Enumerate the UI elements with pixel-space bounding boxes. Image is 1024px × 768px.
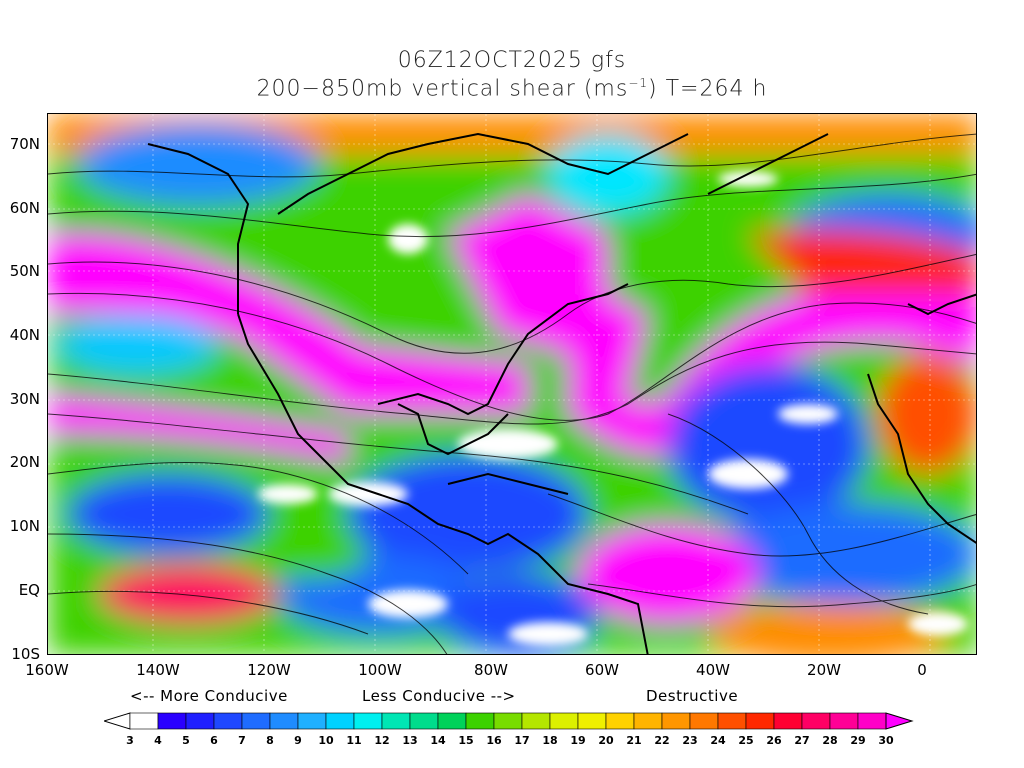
subtitle-prefix: 200−850mb vertical shear (ms — [256, 76, 629, 102]
colorbar-label-16: 16 — [486, 734, 502, 747]
lat-label-60n: 60N — [9, 199, 40, 217]
colorbar-label-14: 14 — [430, 734, 446, 747]
lat-label-10n: 10N — [9, 517, 40, 535]
colorbar-cell-4 — [157, 712, 187, 730]
colorbar-cell-20 — [605, 712, 635, 730]
colorbar-label-29: 29 — [850, 734, 866, 747]
lon-label-80w: 80W — [474, 661, 508, 679]
colorbar-label-6: 6 — [210, 734, 218, 747]
lat-label-50n: 50N — [9, 262, 40, 280]
lon-label-60w: 60W — [585, 661, 619, 679]
subtitle-suffix: ) T=264 h — [648, 76, 768, 102]
colorbar-label-17: 17 — [514, 734, 530, 747]
less-conducive-label: Less Conducive --> — [362, 687, 516, 705]
colorbar-label-5: 5 — [182, 734, 190, 747]
colorbar-label-21: 21 — [626, 734, 642, 747]
shear-map — [47, 113, 977, 655]
colorbar-cell-9 — [297, 712, 327, 730]
colorbar-cell-23 — [689, 712, 719, 730]
colorbar-cell-26 — [773, 712, 803, 730]
colorbar-label-19: 19 — [570, 734, 586, 747]
colorbar-cell-8 — [269, 712, 299, 730]
colorbar-label-8: 8 — [266, 734, 274, 747]
streamlines — [48, 133, 976, 654]
colorbar-right-arrow — [885, 712, 914, 730]
colorbar-label-23: 23 — [682, 734, 698, 747]
colorbar-cell-27 — [801, 712, 831, 730]
colorbar-label-25: 25 — [738, 734, 754, 747]
colorbar-left-arrow — [104, 712, 131, 730]
lon-label-140w: 140W — [136, 661, 180, 679]
colorbar-cell-16 — [493, 712, 523, 730]
colorbar-cell-17 — [521, 712, 551, 730]
lat-label-70n: 70N — [9, 135, 40, 153]
lon-label-40w: 40W — [696, 661, 730, 679]
colorbar-label-9: 9 — [294, 734, 302, 747]
colorbar-label-27: 27 — [794, 734, 810, 747]
colorbar-label-20: 20 — [598, 734, 614, 747]
colorbar — [104, 712, 914, 730]
chart-subtitle: 200−850mb vertical shear (ms−1) T=264 h — [0, 76, 1024, 101]
colorbar-cell-15 — [465, 712, 495, 730]
colorbar-label-24: 24 — [710, 734, 726, 747]
colorbar-cell-12 — [381, 712, 411, 730]
colorbar-label-12: 12 — [374, 734, 390, 747]
colorbar-label-10: 10 — [318, 734, 334, 747]
colorbar-cell-18 — [549, 712, 579, 730]
lat-label-30n: 30N — [9, 390, 40, 408]
colorbar-cell-10 — [325, 712, 355, 730]
colorbar-cell-6 — [213, 712, 243, 730]
lat-label-40n: 40N — [9, 326, 40, 344]
colorbar-label-3: 3 — [126, 734, 134, 747]
colorbar-label-13: 13 — [402, 734, 418, 747]
colorbar-label-15: 15 — [458, 734, 474, 747]
lat-label-10s: 10S — [11, 645, 40, 663]
colorbar-cell-29 — [857, 712, 887, 730]
lon-label-100w: 100W — [358, 661, 402, 679]
colorbar-label-4: 4 — [154, 734, 162, 747]
lon-label-0: 0 — [917, 661, 927, 679]
shear-field — [48, 114, 976, 654]
chart-title: 06Z12OCT2025 gfs — [397, 48, 627, 73]
colorbar-label-26: 26 — [766, 734, 782, 747]
colorbar-label-22: 22 — [654, 734, 670, 747]
colorbar-cell-24 — [717, 712, 747, 730]
more-conducive-label: <-- More Conducive — [130, 687, 288, 705]
colorbar-label-18: 18 — [542, 734, 558, 747]
colorbar-cell-11 — [353, 712, 383, 730]
colorbar-cell-28 — [829, 712, 859, 730]
colorbar-label-28: 28 — [822, 734, 838, 747]
subtitle-exponent: −1 — [628, 76, 649, 90]
colorbar-cell-25 — [745, 712, 775, 730]
lon-label-20w: 20W — [807, 661, 841, 679]
colorbar-label-11: 11 — [346, 734, 362, 747]
colorbar-cell-3 — [129, 712, 159, 730]
colorbar-cell-7 — [241, 712, 271, 730]
colorbar-cell-13 — [409, 712, 439, 730]
lat-label-20n: 20N — [9, 453, 40, 471]
lon-label-120w: 120W — [247, 661, 291, 679]
destructive-label: Destructive — [646, 687, 739, 705]
lon-label-160w: 160W — [25, 661, 69, 679]
colorbar-cell-21 — [633, 712, 663, 730]
coastlines — [147, 132, 976, 654]
colorbar-label-7: 7 — [238, 734, 246, 747]
lat-label-eq: EQ — [18, 581, 40, 599]
colorbar-cell-19 — [577, 712, 607, 730]
colorbar-cell-22 — [661, 712, 691, 730]
colorbar-label-30: 30 — [878, 734, 894, 747]
colorbar-cell-14 — [437, 712, 467, 730]
colorbar-cell-5 — [185, 712, 215, 730]
